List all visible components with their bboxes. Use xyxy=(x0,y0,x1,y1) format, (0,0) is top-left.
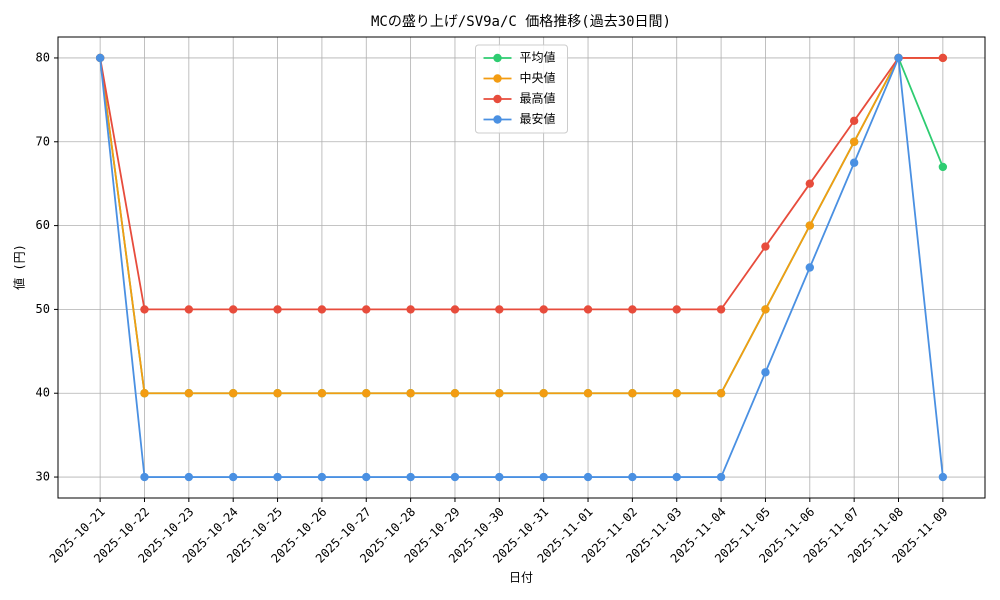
legend-label: 中央値 xyxy=(520,70,556,85)
data-point xyxy=(805,221,815,230)
data-point xyxy=(716,305,726,314)
data-point xyxy=(406,472,415,482)
data-point xyxy=(184,472,194,482)
data-point xyxy=(140,305,149,314)
data-point xyxy=(716,472,726,482)
data-point xyxy=(450,389,460,398)
data-point xyxy=(228,305,238,314)
data-point xyxy=(628,389,637,398)
series-line xyxy=(99,57,943,311)
series-line xyxy=(99,54,944,478)
data-point xyxy=(317,472,327,482)
legend-marker xyxy=(493,53,502,63)
data-point xyxy=(761,242,770,251)
data-point xyxy=(849,158,859,167)
y-tick-label: 50 xyxy=(36,302,50,316)
data-point xyxy=(184,305,194,314)
data-point xyxy=(716,389,726,398)
data-point xyxy=(805,263,815,272)
data-point xyxy=(539,389,548,398)
data-point xyxy=(894,53,903,63)
data-point xyxy=(938,472,948,482)
y-axis-label: 値 (円) xyxy=(12,244,27,290)
data-point xyxy=(317,305,327,314)
data-point xyxy=(362,305,371,314)
data-point xyxy=(583,472,593,482)
data-point xyxy=(761,368,770,377)
data-point xyxy=(672,305,681,314)
data-point xyxy=(495,305,504,314)
y-tick-label: 70 xyxy=(36,134,50,148)
x-axis-label: 日付 xyxy=(509,571,533,585)
data-point xyxy=(938,53,948,63)
data-point xyxy=(539,472,548,482)
legend-frame xyxy=(475,44,568,134)
data-point xyxy=(95,53,105,63)
data-point xyxy=(228,472,238,482)
data-point xyxy=(406,389,415,398)
data-point xyxy=(362,472,371,482)
data-point xyxy=(228,389,238,398)
plot-frame xyxy=(57,36,986,499)
data-point xyxy=(672,389,681,398)
data-point xyxy=(450,472,460,482)
y-tick-label: 30 xyxy=(36,470,50,484)
legend-marker xyxy=(493,115,502,124)
data-point xyxy=(317,389,327,398)
y-tick-label: 40 xyxy=(36,386,50,400)
data-point xyxy=(938,162,948,172)
series-line xyxy=(99,57,943,395)
chart-title: MCの盛り上げ/SV9a/C 価格推移(過去30日間) xyxy=(371,14,671,30)
data-point xyxy=(495,389,504,398)
legend-label: 平均値 xyxy=(520,50,556,65)
data-point xyxy=(583,305,593,314)
legend-label: 最高値 xyxy=(520,91,556,106)
data-point xyxy=(495,472,504,482)
data-point xyxy=(805,179,815,188)
legend-label: 最安値 xyxy=(520,111,556,126)
data-point xyxy=(273,305,282,314)
data-point xyxy=(362,389,371,398)
data-point xyxy=(539,305,548,314)
data-point xyxy=(628,305,637,314)
data-point xyxy=(273,389,282,398)
legend-marker xyxy=(493,74,502,83)
data-point xyxy=(140,389,149,398)
data-point xyxy=(761,305,770,314)
data-point xyxy=(672,472,681,482)
data-point xyxy=(583,389,593,398)
data-point xyxy=(140,472,149,482)
y-tick-label: 60 xyxy=(36,218,50,232)
data-point xyxy=(184,389,194,398)
data-point xyxy=(628,472,637,482)
data-point xyxy=(450,305,460,314)
data-point xyxy=(406,305,415,314)
data-point xyxy=(273,472,282,482)
data-point xyxy=(849,137,859,146)
legend-marker xyxy=(493,94,502,104)
y-tick-label: 80 xyxy=(36,50,50,64)
data-point xyxy=(849,116,859,126)
